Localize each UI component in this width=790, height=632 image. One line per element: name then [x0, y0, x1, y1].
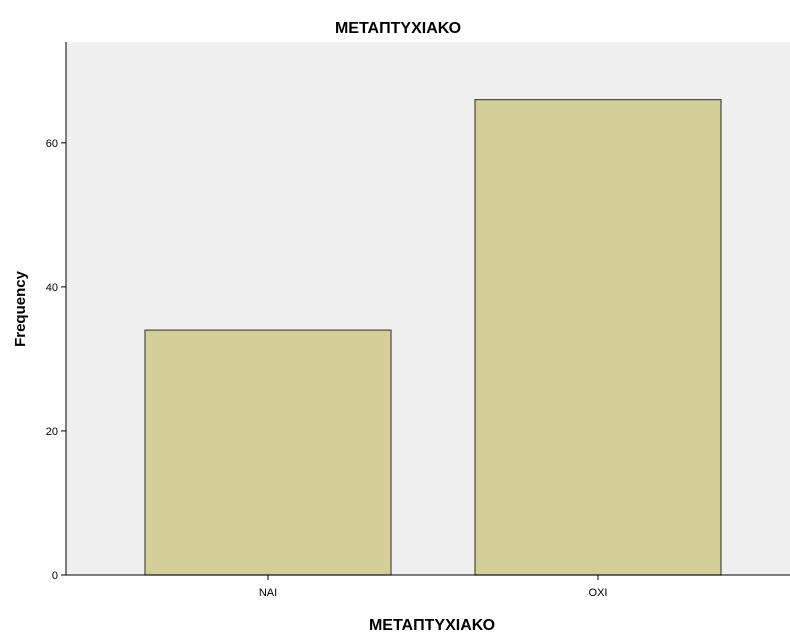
- x-tick-label: ΝΑΙ: [259, 587, 277, 599]
- y-tick-label: 20: [46, 426, 58, 438]
- bars-group: [144, 99, 722, 576]
- bar-1: [144, 329, 392, 576]
- y-tick-label: 40: [46, 282, 58, 294]
- y-tick-label: 0: [52, 570, 58, 582]
- chart-title: ΜΕΤΑΠΤΥΧΙΑΚΟ: [335, 20, 461, 37]
- bar-2: [474, 99, 722, 576]
- y-axis-title: Frequency: [12, 270, 29, 347]
- x-tick-label: ΟΧΙ: [589, 587, 608, 599]
- x-axis-title: ΜΕΤΑΠΤΥΧΙΑΚΟ: [369, 617, 495, 632]
- y-tick-label: 60: [46, 138, 58, 150]
- axes-group: 0 20 40 60 ΝΑΙ ΟΧΙ: [46, 42, 790, 599]
